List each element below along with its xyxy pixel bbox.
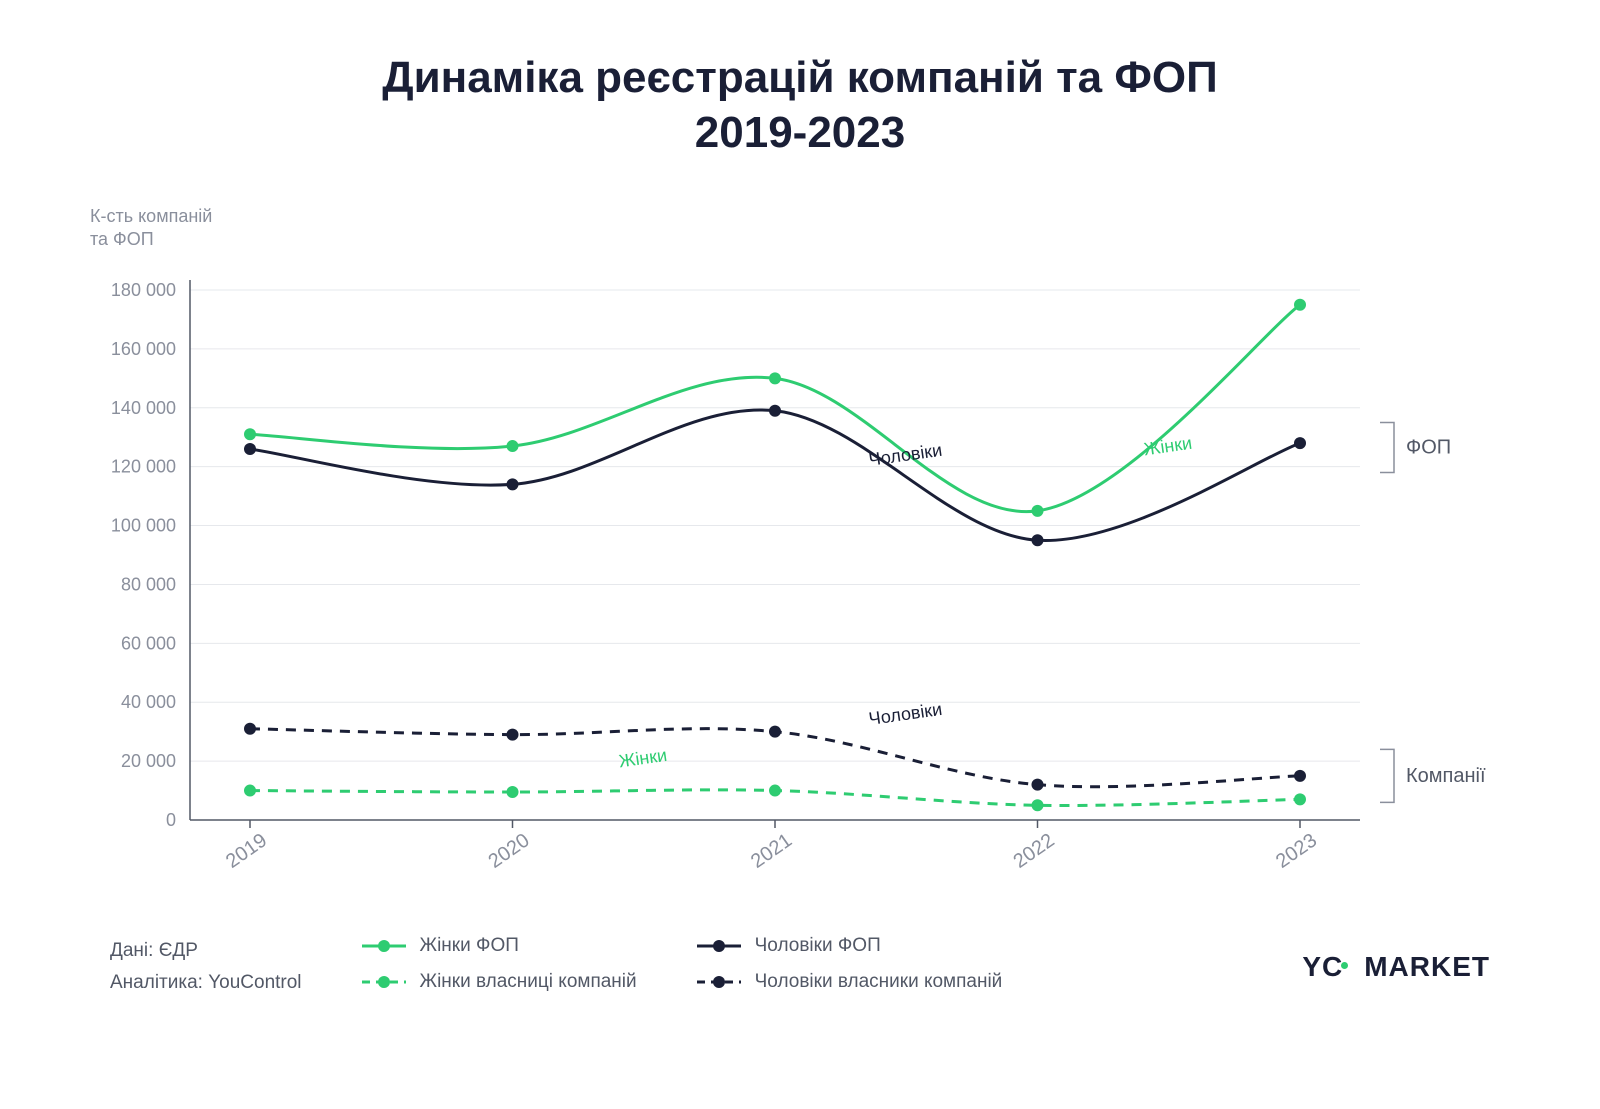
legend-item: Чоловіки ФОП xyxy=(697,935,1003,957)
svg-text:160 000: 160 000 xyxy=(111,339,176,359)
svg-text:Компанії: Компанії xyxy=(1406,765,1486,787)
legend-item: Жінки ФОП xyxy=(362,935,637,957)
svg-text:100 000: 100 000 xyxy=(111,515,176,535)
svg-text:2019: 2019 xyxy=(222,829,271,873)
svg-text:2021: 2021 xyxy=(747,829,796,873)
svg-text:Жінки: Жінки xyxy=(618,745,669,772)
chart-title: Динаміка реєстрацій компаній та ФОП 2019… xyxy=(80,50,1520,160)
chart-area: К-сть компанійта ФОП 0 20 000 40 000 60 000… xyxy=(80,205,1520,900)
brand-accent-dot xyxy=(1341,962,1348,969)
brand-right: MARKET xyxy=(1364,951,1490,983)
svg-text:20 000: 20 000 xyxy=(121,751,176,771)
svg-text:2023: 2023 xyxy=(1272,829,1321,873)
data-source-label: Дані: xyxy=(110,940,153,961)
svg-text:ФОП: ФОП xyxy=(1406,436,1451,458)
svg-text:60 000: 60 000 xyxy=(121,633,176,653)
svg-text:140 000: 140 000 xyxy=(111,398,176,418)
data-source-value: ЄДР xyxy=(159,940,198,961)
svg-text:0: 0 xyxy=(166,810,176,830)
legend-item: Чоловіки власники компаній xyxy=(697,971,1003,993)
svg-text:Чоловіки: Чоловіки xyxy=(867,699,943,729)
analytics-row: Аналітика: YouControl xyxy=(110,967,302,999)
svg-text:2022: 2022 xyxy=(1010,829,1059,873)
svg-text:Чоловіки: Чоловіки xyxy=(867,440,943,470)
meta-block: Дані: ЄДР Аналітика: YouControl xyxy=(110,935,302,1000)
line-chart-svg: 0 20 000 40 000 60 000 80 000 100 000 120 000 1… xyxy=(80,260,1520,900)
chart-container: Динаміка реєстрацій компаній та ФОП 2019… xyxy=(0,0,1600,1039)
legend-item: Жінки власниці компаній xyxy=(362,971,637,993)
brand-left: YC xyxy=(1302,951,1343,983)
data-source-row: Дані: ЄДР xyxy=(110,935,302,967)
svg-text:Жінки: Жінки xyxy=(1143,433,1194,460)
title-line-2: 2019-2023 xyxy=(695,108,905,157)
svg-text:40 000: 40 000 xyxy=(121,692,176,712)
legend-swatch xyxy=(362,975,406,989)
svg-text:180 000: 180 000 xyxy=(111,280,176,300)
legend-label: Чоловіки власники компаній xyxy=(755,971,1003,993)
analytics-value: YouControl xyxy=(208,972,301,993)
legend: Жінки ФОП Чоловіки ФОП Жінки власниці комп… xyxy=(362,935,1003,993)
y-axis-title: К-сть компанійта ФОП xyxy=(90,205,1520,252)
legend-swatch xyxy=(697,939,741,953)
svg-text:2020: 2020 xyxy=(485,829,534,873)
legend-swatch xyxy=(697,975,741,989)
legend-label: Жінки ФОП xyxy=(420,935,519,957)
legend-swatch xyxy=(362,939,406,953)
chart-footer: Дані: ЄДР Аналітика: YouControl Жінки ФО… xyxy=(80,935,1520,1000)
title-line-1: Динаміка реєстрацій компаній та ФОП xyxy=(382,53,1218,102)
legend-label: Жінки власниці компаній xyxy=(420,971,637,993)
svg-text:120 000: 120 000 xyxy=(111,456,176,476)
brand-logo: YC MARKET xyxy=(1302,951,1490,983)
analytics-label: Аналітика: xyxy=(110,972,203,993)
svg-text:80 000: 80 000 xyxy=(121,574,176,594)
legend-label: Чоловіки ФОП xyxy=(755,935,881,957)
